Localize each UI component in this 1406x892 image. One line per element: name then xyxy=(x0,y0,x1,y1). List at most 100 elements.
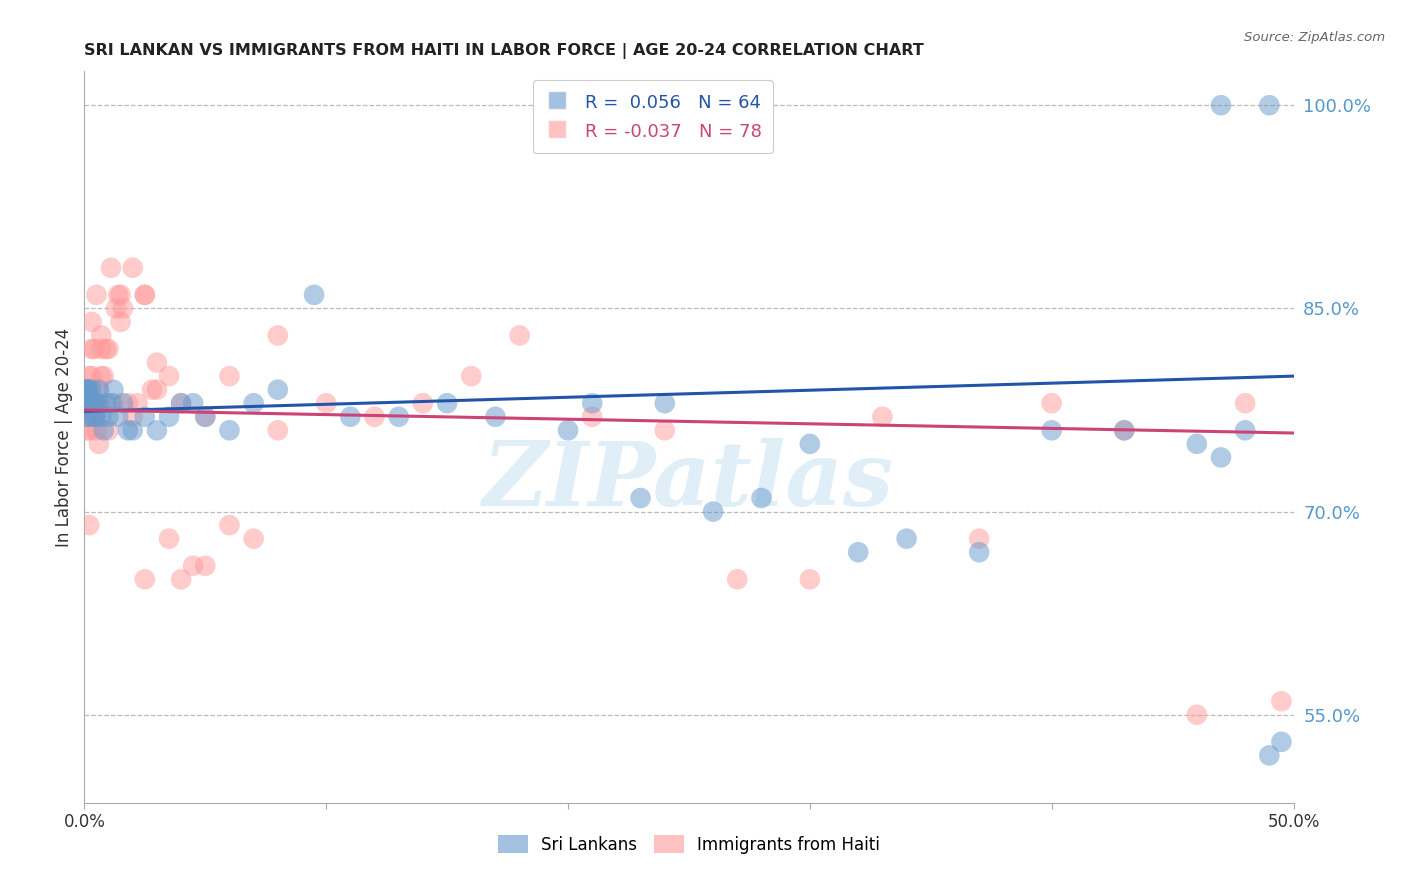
Point xyxy=(896,532,918,546)
Point xyxy=(339,409,361,424)
Point xyxy=(76,396,98,410)
Point xyxy=(87,396,110,410)
Text: Source: ZipAtlas.com: Source: ZipAtlas.com xyxy=(1244,31,1385,45)
Point xyxy=(76,383,98,397)
Point xyxy=(725,572,748,586)
Point xyxy=(100,260,122,275)
Point xyxy=(218,369,240,384)
Point xyxy=(1185,707,1208,722)
Point xyxy=(77,383,100,397)
Point xyxy=(1114,423,1136,437)
Point xyxy=(1209,98,1232,112)
Point xyxy=(218,423,240,437)
Point xyxy=(80,396,103,410)
Point xyxy=(181,396,204,410)
Point xyxy=(141,383,163,397)
Point xyxy=(134,288,156,302)
Point xyxy=(112,396,135,410)
Point xyxy=(76,396,98,410)
Point xyxy=(170,396,193,410)
Point xyxy=(76,396,98,410)
Point xyxy=(799,437,821,451)
Point xyxy=(412,396,434,410)
Point xyxy=(134,288,156,302)
Point xyxy=(80,315,103,329)
Point xyxy=(127,396,149,410)
Point xyxy=(170,396,193,410)
Point xyxy=(76,396,98,410)
Point xyxy=(97,342,120,356)
Point xyxy=(76,396,98,410)
Point xyxy=(110,288,132,302)
Point xyxy=(218,518,240,533)
Point xyxy=(654,396,676,410)
Point xyxy=(557,423,579,437)
Point xyxy=(146,423,169,437)
Point xyxy=(103,396,125,410)
Point xyxy=(77,409,100,424)
Point xyxy=(460,369,482,384)
Point xyxy=(846,545,869,559)
Point xyxy=(1270,735,1292,749)
Point xyxy=(80,383,103,397)
Legend: Sri Lankans, Immigrants from Haiti: Sri Lankans, Immigrants from Haiti xyxy=(491,829,887,860)
Point xyxy=(76,409,98,424)
Point xyxy=(799,572,821,586)
Point xyxy=(76,383,98,397)
Point xyxy=(76,409,98,424)
Point xyxy=(80,369,103,384)
Point xyxy=(76,383,98,397)
Point xyxy=(76,383,98,397)
Point xyxy=(134,409,156,424)
Point xyxy=(181,558,204,573)
Point xyxy=(80,396,103,410)
Point xyxy=(967,532,990,546)
Point xyxy=(121,409,143,424)
Point xyxy=(107,409,129,424)
Point xyxy=(170,572,193,586)
Point xyxy=(117,423,139,437)
Point xyxy=(77,423,100,437)
Point xyxy=(86,396,108,410)
Point xyxy=(194,409,217,424)
Point xyxy=(86,288,108,302)
Point xyxy=(93,369,115,384)
Point xyxy=(76,409,98,424)
Point xyxy=(134,572,156,586)
Point xyxy=(702,505,724,519)
Point xyxy=(363,409,385,424)
Point xyxy=(1209,450,1232,465)
Point xyxy=(77,369,100,384)
Point xyxy=(93,423,115,437)
Point xyxy=(967,545,990,559)
Point xyxy=(1040,423,1063,437)
Point xyxy=(1270,694,1292,708)
Point xyxy=(80,342,103,356)
Point xyxy=(90,342,112,356)
Point xyxy=(90,409,112,424)
Point xyxy=(484,409,506,424)
Point xyxy=(87,437,110,451)
Point xyxy=(76,396,98,410)
Point xyxy=(1185,437,1208,451)
Point xyxy=(76,396,98,410)
Point xyxy=(87,383,110,397)
Point xyxy=(77,396,100,410)
Point xyxy=(1234,423,1257,437)
Point xyxy=(242,532,264,546)
Point xyxy=(242,396,264,410)
Point xyxy=(267,423,290,437)
Point xyxy=(97,409,120,424)
Point xyxy=(90,328,112,343)
Point xyxy=(146,383,169,397)
Point xyxy=(872,409,894,424)
Point xyxy=(509,328,531,343)
Text: SRI LANKAN VS IMMIGRANTS FROM HAITI IN LABOR FORCE | AGE 20-24 CORRELATION CHART: SRI LANKAN VS IMMIGRANTS FROM HAITI IN L… xyxy=(84,43,924,59)
Point xyxy=(97,423,120,437)
Point xyxy=(86,396,108,410)
Point xyxy=(100,396,122,410)
Point xyxy=(751,491,773,505)
Point xyxy=(76,383,98,397)
Point xyxy=(157,409,180,424)
Point xyxy=(267,383,290,397)
